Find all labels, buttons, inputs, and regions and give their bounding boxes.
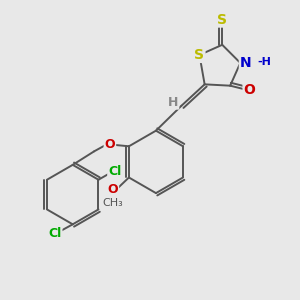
Text: CH₃: CH₃ [103,198,123,208]
Text: -H: -H [258,57,272,67]
Text: Cl: Cl [108,165,122,178]
Text: H: H [168,96,178,109]
Text: S: S [194,48,205,62]
Text: N: N [240,56,251,70]
Text: O: O [108,183,118,196]
Text: S: S [217,13,227,27]
Text: Cl: Cl [48,227,62,240]
Text: O: O [105,138,115,151]
Text: O: O [244,83,255,97]
